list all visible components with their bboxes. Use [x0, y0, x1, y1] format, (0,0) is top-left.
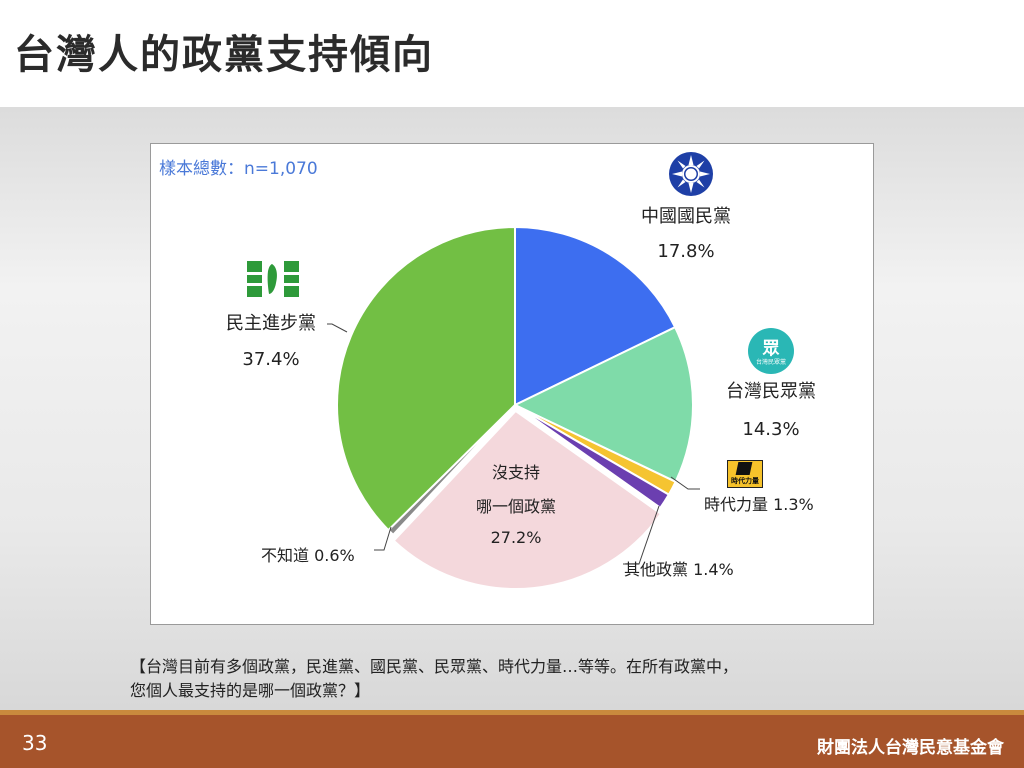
dont-know-label: 不知道 0.6%	[261, 546, 355, 565]
none-label-line2: 哪一個政黨	[475, 497, 556, 516]
footer-bar: 33 財團法人台灣民意基金會	[0, 710, 1024, 768]
pie-slice-3	[514, 404, 671, 510]
organization-name: 財團法人台灣民意基金會	[817, 738, 1004, 758]
tpp-name-label: 台灣民眾黨	[726, 381, 816, 402]
other-party-label: 其他政黨 1.4%	[624, 560, 734, 579]
dpp-pct-label: 37.4%	[242, 349, 300, 370]
none-label-line1: 沒支持	[491, 463, 540, 482]
slide-title: 台灣人的政黨支持傾向	[14, 32, 434, 78]
tpp-logo-icon: 眾 台灣民眾黨	[748, 328, 794, 374]
pie-slice-0	[514, 225, 677, 407]
npp-logo-icon: 時代力量	[727, 460, 763, 488]
leader-line-other	[623, 505, 660, 565]
pie-chart-panel: 樣本總數：n=1,070	[150, 143, 874, 625]
leader-line-dont-know	[374, 526, 392, 551]
npp-label: 時代力量 1.3%	[704, 495, 814, 514]
question-line-2: 您個人最支持的是哪一個政黨？】	[130, 681, 371, 700]
page-number: 33	[22, 731, 48, 755]
pie-slice-1	[512, 325, 694, 484]
kmt-pct-label: 17.8%	[657, 241, 715, 262]
kmt-emblem-icon	[669, 152, 713, 196]
dpp-flag-icon	[247, 261, 299, 297]
tpp-pct-label: 14.3%	[742, 419, 800, 440]
kmt-name-label: 中國國民黨	[641, 206, 731, 227]
pie-slice-4	[392, 409, 663, 590]
question-line-1: 【台灣目前有多個政黨，民進黨、國民黨、民眾黨、時代力量…等等。在所有政黨中，	[130, 657, 739, 676]
leader-line-npp	[670, 476, 700, 490]
leader-line-dpp	[327, 323, 348, 333]
pie-chart	[327, 225, 700, 590]
survey-question: 【台灣目前有多個政黨，民進黨、國民黨、民眾黨、時代力量…等等。在所有政黨中， 您…	[130, 655, 738, 703]
none-pct-label: 27.2%	[490, 528, 542, 547]
dpp-name-label: 民主進步黨	[226, 313, 316, 334]
sample-size-label: 樣本總數：n=1,070	[159, 159, 318, 179]
pie-slice-6	[336, 225, 516, 532]
